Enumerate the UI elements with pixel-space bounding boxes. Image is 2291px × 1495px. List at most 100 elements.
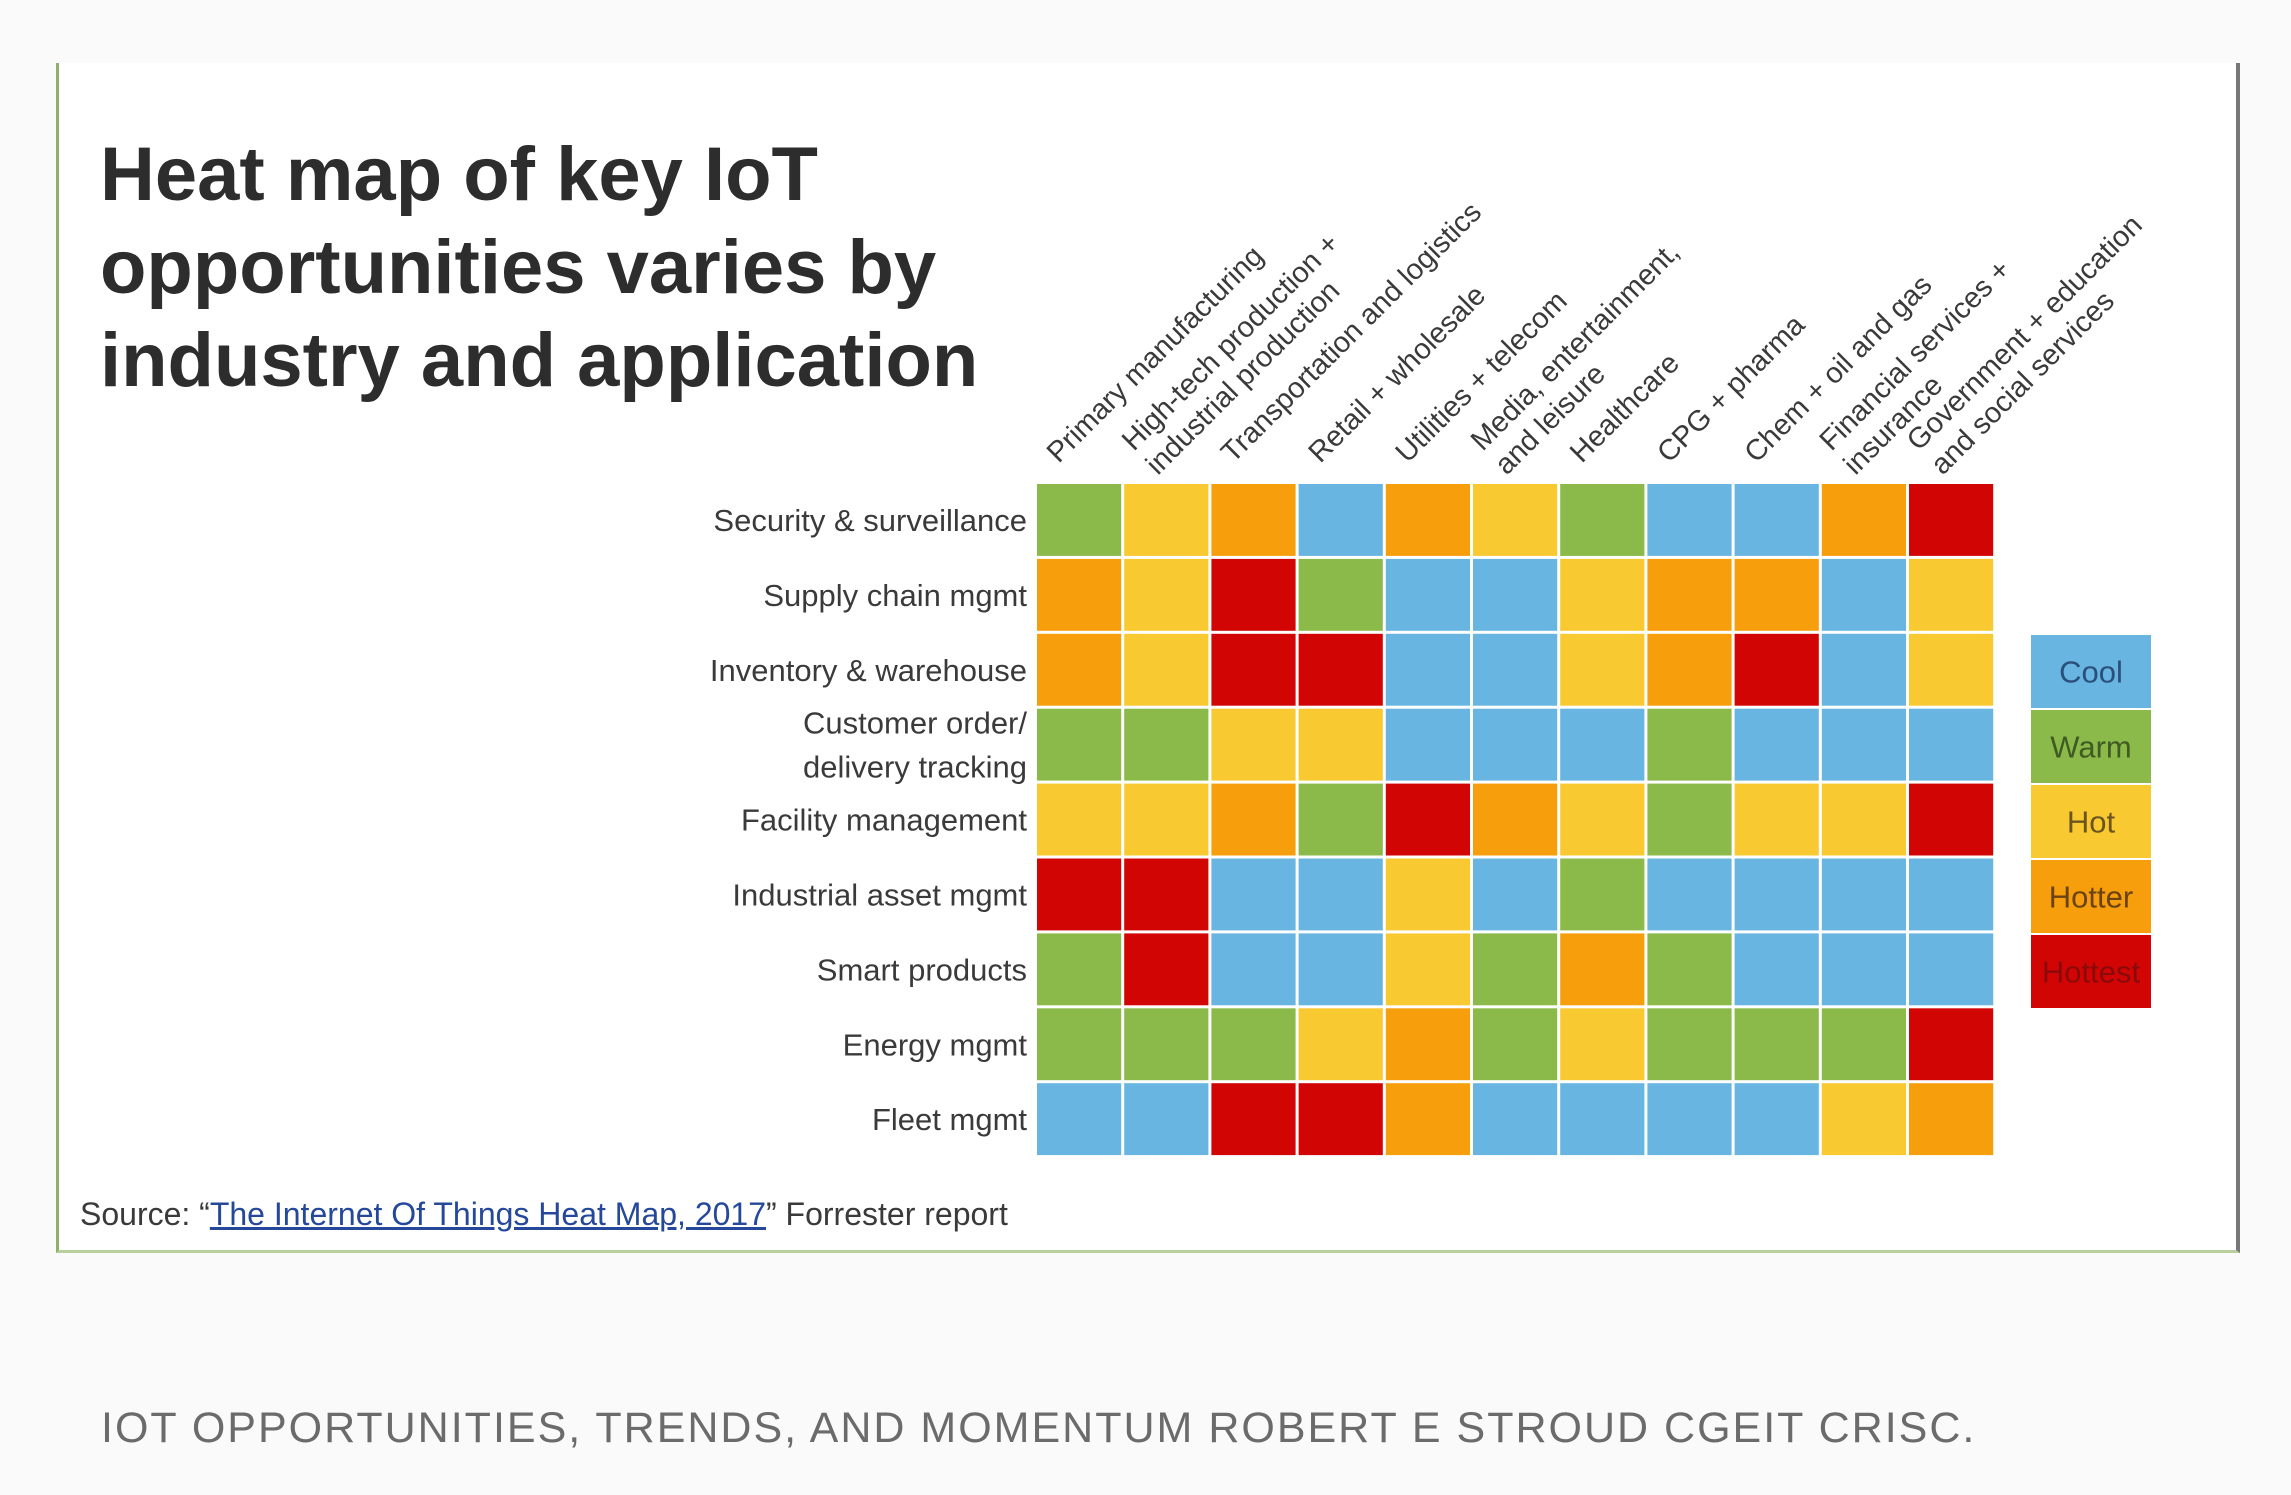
heatmap-cell: [1211, 558, 1296, 631]
row-label: Customer order/: [803, 706, 1027, 741]
heatmap-cell: [1734, 633, 1819, 706]
chart-title-line: industry and application: [100, 318, 979, 403]
heatmap-cells: [1037, 484, 1994, 1156]
heatmap-cell: [1909, 1083, 1994, 1156]
heatmap-cell: [1734, 484, 1819, 556]
heatmap-cell: [1037, 633, 1122, 706]
heatmap-cell: [1211, 783, 1296, 856]
heatmap-cell: [1473, 484, 1558, 556]
legend-label: Hot: [2067, 805, 2116, 840]
heatmap-cell: [1473, 1008, 1558, 1081]
heatmap-cell: [1647, 858, 1732, 931]
heatmap-cell: [1734, 858, 1819, 931]
heatmap-cell: [1124, 633, 1209, 706]
heatmap-cell: [1124, 484, 1209, 556]
heatmap-cell: [1909, 783, 1994, 856]
row-label: Supply chain mgmt: [763, 578, 1027, 613]
heatmap-cell: [1385, 1008, 1470, 1081]
heatmap-cell: [1385, 558, 1470, 631]
heatmap-cell: [1298, 783, 1383, 856]
heatmap-cell: [1037, 558, 1122, 631]
heatmap-cell: [1909, 1008, 1994, 1081]
heatmap-cell: [1211, 484, 1296, 556]
heatmap-cell: [1909, 484, 1994, 556]
heatmap-cell: [1211, 708, 1296, 781]
heatmap-cell: [1473, 633, 1558, 706]
heatmap-cell: [1909, 558, 1994, 631]
legend-label: Hottest: [2042, 955, 2141, 990]
legend-swatch: [2031, 710, 2151, 783]
heatmap-cell: [1211, 1008, 1296, 1081]
heatmap-cell: [1909, 933, 1994, 1006]
heatmap-cell: [1298, 633, 1383, 706]
row-label: Industrial asset mgmt: [732, 878, 1027, 913]
heatmap-cell: [1909, 633, 1994, 706]
heatmap-cell: [1560, 484, 1645, 556]
source-suffix: ” Forrester report: [766, 1196, 1008, 1232]
row-label: Inventory & warehouse: [710, 653, 1027, 688]
heatmap-cell: [1473, 858, 1558, 931]
source-link[interactable]: The Internet Of Things Heat Map, 2017: [209, 1196, 766, 1232]
heatmap-cell: [1211, 858, 1296, 931]
heatmap-cell: [1821, 1008, 1906, 1081]
heatmap-cell: [1821, 708, 1906, 781]
heatmap-cell: [1473, 783, 1558, 856]
legend-label: Cool: [2059, 655, 2123, 690]
heatmap-cell: [1560, 1008, 1645, 1081]
heatmap-cell: [1037, 484, 1122, 556]
heatmap-cell: [1211, 633, 1296, 706]
chart-title-line: opportunities varies by: [100, 225, 937, 310]
heatmap-cell: [1647, 1008, 1732, 1081]
heatmap-cell: [1385, 1083, 1470, 1156]
heatmap-cell: [1298, 708, 1383, 781]
heatmap-cell: [1298, 558, 1383, 631]
heatmap-cell: [1124, 708, 1209, 781]
heatmap-cell: [1473, 708, 1558, 781]
heatmap-cell: [1821, 633, 1906, 706]
heatmap-cell: [1734, 933, 1819, 1006]
legend-label: Hotter: [2049, 880, 2133, 915]
heatmap-cell: [1734, 783, 1819, 856]
legend-swatch: [2031, 785, 2151, 858]
heatmap-cell: [1298, 1083, 1383, 1156]
heatmap-cell: [1821, 484, 1906, 556]
heatmap-cell: [1647, 933, 1732, 1006]
legend: Cool Warm Hot Hotter Hottest: [2031, 635, 2151, 1008]
heatmap-cell: [1385, 933, 1470, 1006]
heatmap-cell: [1124, 783, 1209, 856]
column-label: CPG + pharma: [1651, 308, 1812, 469]
heatmap-cell: [1037, 708, 1122, 781]
heatmap-cell: [1821, 783, 1906, 856]
chart-title: Heat map of key IoT opportunities varies…: [100, 128, 1140, 407]
legend-swatch: [2031, 635, 2151, 708]
heatmap-cell: [1298, 933, 1383, 1006]
heatmap-cell: [1734, 1008, 1819, 1081]
heatmap-cell: [1560, 933, 1645, 1006]
legend-swatch: [2031, 860, 2151, 933]
row-label: Smart products: [817, 952, 1027, 987]
heatmap-cell: [1909, 858, 1994, 931]
heatmap-cell: [1211, 933, 1296, 1006]
heatmap-cell: [1909, 708, 1994, 781]
heatmap-cell: [1560, 1083, 1645, 1156]
row-labels: Security & surveillance Supply chain mgmt…: [710, 503, 1027, 1137]
heatmap-cell: [1037, 1008, 1122, 1081]
heatmap-cell: [1385, 708, 1470, 781]
heatmap-cell: [1037, 783, 1122, 856]
heatmap-cell: [1560, 858, 1645, 931]
heatmap-cell: [1385, 783, 1470, 856]
row-label: Security & surveillance: [713, 503, 1027, 538]
heatmap-cell: [1037, 858, 1122, 931]
source-note: Source: “The Internet Of Things Heat Map…: [80, 1196, 1008, 1233]
row-label: Energy mgmt: [843, 1027, 1028, 1062]
heatmap-cell: [1647, 783, 1732, 856]
heatmap-cell: [1821, 1083, 1906, 1156]
heatmap-cell: [1385, 484, 1470, 556]
heatmap-cell: [1211, 1083, 1296, 1156]
heatmap-cell: [1647, 484, 1732, 556]
heatmap-cell: [1560, 558, 1645, 631]
heatmap-cell: [1647, 633, 1732, 706]
heatmap-cell: [1560, 633, 1645, 706]
